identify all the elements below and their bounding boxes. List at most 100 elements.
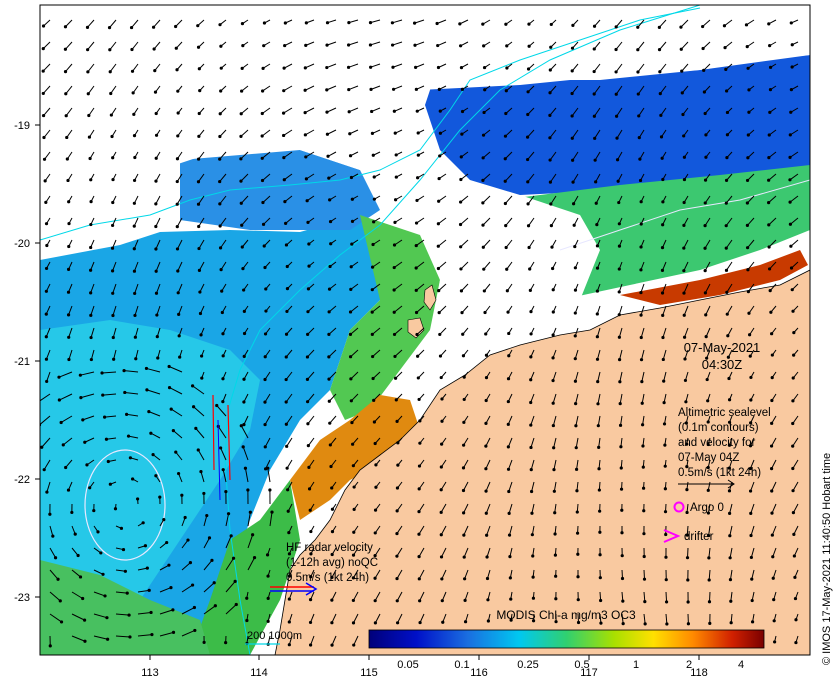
current-vector (662, 305, 667, 316)
current-vector-head (643, 622, 647, 626)
current-vector-head (548, 136, 552, 140)
current-vector-head (111, 291, 115, 295)
current-vector-head (614, 47, 618, 52)
current-vector (392, 41, 403, 46)
current-vector-head (637, 114, 641, 118)
current-vector (225, 581, 236, 593)
current-vector (60, 415, 73, 423)
current-vector (261, 151, 271, 159)
current-vector-head (325, 21, 330, 25)
current-vector (530, 415, 535, 426)
current-vector-head (286, 488, 290, 492)
colorbar-tick-label: 1 (633, 659, 639, 671)
current-vector-head (549, 22, 553, 27)
current-vector-head (791, 309, 795, 313)
current-vector-head (509, 618, 513, 622)
current-vector-head (64, 92, 68, 96)
current-vector-head (553, 511, 557, 515)
current-vector (729, 503, 733, 514)
current-vector (747, 261, 755, 271)
current-vector-head (233, 579, 237, 583)
current-vector-head (213, 604, 217, 608)
current-vector-head (615, 136, 619, 140)
current-vector-head (154, 111, 158, 116)
current-vector-head (595, 357, 600, 361)
current-vector-head (153, 90, 158, 94)
current-vector-head (326, 154, 330, 158)
current-vector-head (662, 401, 666, 405)
current-vector-head (218, 134, 222, 139)
current-vector-head (702, 90, 706, 94)
current-vector-head (790, 43, 794, 47)
current-vector-head (284, 243, 289, 247)
current-vector-head (412, 21, 417, 25)
current-vector-head (441, 620, 445, 624)
current-vector-head (703, 246, 707, 250)
current-vector-head (682, 246, 686, 250)
current-vector-head (767, 223, 771, 227)
current-vector (353, 613, 359, 624)
current-vector (504, 173, 513, 182)
current-vector-head (728, 556, 732, 560)
current-vector-head (724, 67, 728, 71)
current-vector-head (745, 45, 749, 49)
current-vector-head (436, 43, 440, 48)
current-vector-head (262, 21, 267, 25)
current-vector (49, 591, 61, 602)
current-vector-head (327, 287, 332, 291)
current-vector-head (724, 178, 729, 182)
current-vector-head (306, 332, 310, 336)
current-vector-head (270, 510, 274, 514)
current-vector (87, 41, 95, 50)
current-vector-head (371, 354, 375, 359)
current-vector-head (529, 468, 533, 472)
current-vector (304, 107, 315, 114)
current-vector-head (394, 153, 398, 157)
current-vector (508, 459, 513, 470)
current-vector (352, 591, 359, 601)
current-vector-head (240, 66, 244, 70)
current-vector-head (504, 89, 508, 93)
current-vector (146, 389, 161, 395)
current-vector-head (417, 487, 421, 491)
current-vector-head (393, 354, 397, 359)
current-vector (597, 393, 601, 404)
current-vector-head (132, 269, 137, 273)
current-vector-head (330, 575, 334, 579)
current-vector-head (132, 201, 136, 205)
current-vector-head (101, 572, 105, 576)
current-vector-head (155, 313, 159, 317)
current-vector-head (167, 386, 172, 390)
current-vector-head (85, 463, 89, 467)
current-vector-head (197, 246, 201, 251)
current-vector-head (724, 268, 729, 272)
current-vector (203, 605, 216, 615)
current-vector-head (174, 24, 178, 29)
current-vector-head (458, 22, 462, 26)
current-vector-head (459, 66, 464, 70)
current-vector-head (685, 556, 690, 560)
current-vector-head (130, 47, 134, 52)
current-vector (680, 19, 689, 28)
time-label: 04:30Z (702, 357, 743, 372)
current-vector (771, 481, 777, 492)
current-vector-head (395, 419, 399, 424)
current-vector-head (156, 356, 160, 360)
current-vector-head (507, 511, 511, 516)
current-vector-head (327, 377, 331, 381)
current-vector-head (617, 335, 621, 339)
current-vector-head (770, 398, 774, 403)
current-vector-head (724, 246, 728, 250)
current-vector (65, 85, 73, 95)
current-vector (348, 41, 359, 46)
current-vector-head (439, 533, 443, 537)
current-vector-head (328, 421, 332, 425)
current-vector (419, 591, 425, 602)
current-vector-head (707, 556, 711, 560)
current-vector (683, 283, 689, 294)
current-vector-head (528, 267, 532, 271)
current-vector-head (573, 311, 577, 315)
current-vector (43, 129, 51, 138)
current-vector-head (132, 112, 136, 116)
current-vector-head (529, 332, 533, 336)
